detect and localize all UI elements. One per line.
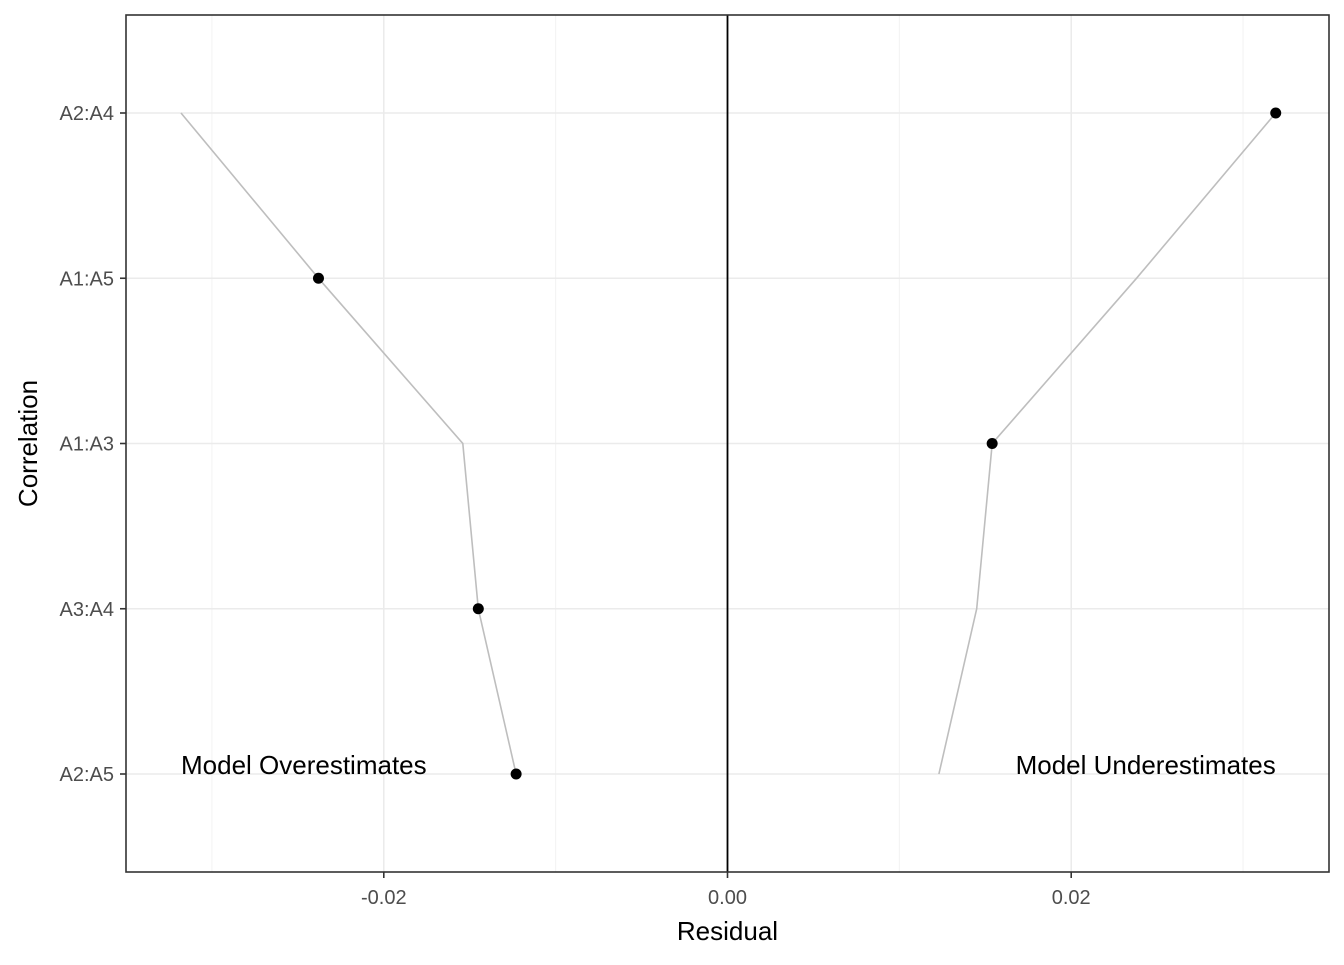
y-tick-label: A2:A4 — [60, 103, 114, 125]
data-point-A2-A5 — [510, 768, 522, 780]
guide-line-negative — [180, 112, 517, 775]
y-tick-label: A1:A5 — [60, 268, 114, 290]
y-axis-title: Correlation — [13, 380, 43, 507]
x-axis-title: Residual — [677, 916, 778, 946]
data-point-A2-A4 — [1270, 107, 1282, 119]
data-point-A1-A3 — [986, 438, 998, 449]
x-tick-label: -0.02 — [361, 887, 407, 909]
data-point-A3-A4 — [472, 603, 484, 615]
y-tick-label: A3:A4 — [60, 599, 114, 621]
y-tick-label: A1:A3 — [60, 434, 114, 456]
annotation-overestimates: Model Overestimates — [181, 750, 427, 780]
x-tick-label: 0.02 — [1052, 887, 1091, 909]
data-point-A1-A5 — [312, 272, 324, 284]
annotation-underestimates: Model Underestimates — [1016, 750, 1276, 780]
x-tick-label: 0.00 — [708, 887, 747, 909]
y-tick-label: A2:A5 — [60, 764, 114, 786]
